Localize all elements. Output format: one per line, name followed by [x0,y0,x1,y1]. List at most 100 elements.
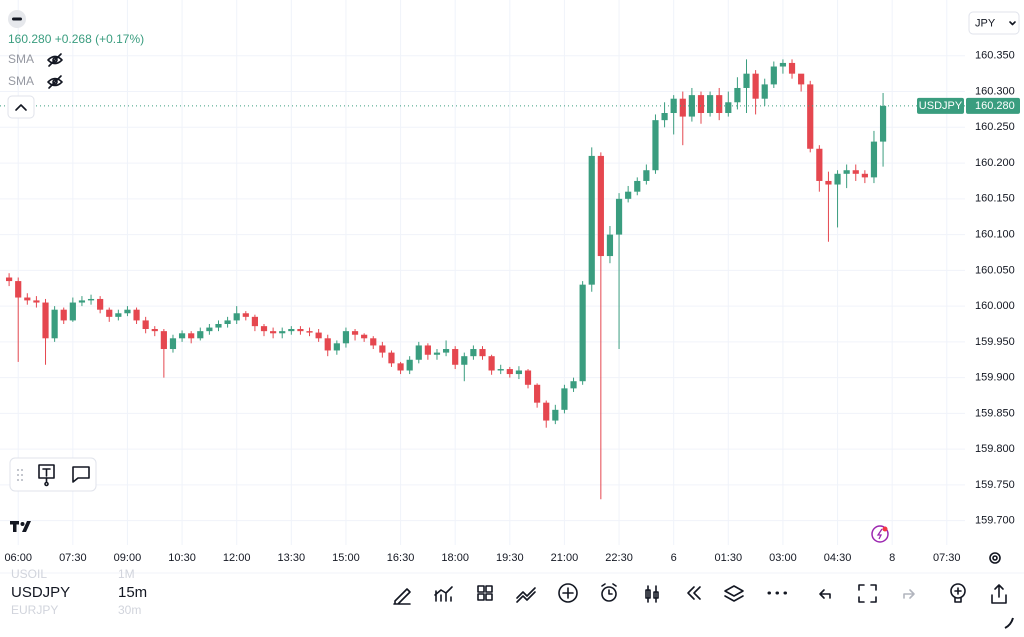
candle-body [260,326,268,332]
candle-body [688,95,695,117]
candle-body [816,148,823,181]
y-tick-label: 159.850 [975,407,1015,419]
candle-body [725,102,732,114]
recent-symbol[interactable]: USOIL [11,567,47,581]
candle-body [342,331,350,344]
add-tool[interactable] [558,583,578,603]
interval[interactable]: 15m [118,584,147,601]
replay-tool[interactable] [687,586,701,600]
fullscreen-tool[interactable] [858,584,877,603]
candle-body [807,84,814,149]
candle-body [24,297,31,301]
candle-body [169,338,177,350]
candle-body [825,180,832,185]
indicators-tool[interactable] [434,586,453,602]
candle-body [524,370,532,385]
candle-body [115,313,122,317]
candle-body [433,352,441,355]
candle-body [515,370,523,375]
alert-tool[interactable] [601,583,617,602]
draw-tool[interactable] [393,588,411,605]
candle-body [697,95,705,114]
x-tick-label: 15:00 [332,552,360,564]
candle-body [534,384,541,403]
x-tick-label: 04:30 [824,552,852,564]
y-tick-label: 160.300 [975,85,1015,97]
y-tick-label: 159.800 [975,443,1015,455]
candle-body [251,316,259,327]
candle-body [215,323,222,328]
x-tick-label: 18:00 [441,552,469,564]
y-tick-label: 160.000 [975,300,1015,312]
candle-body [879,105,887,142]
hidden-eye-icon[interactable] [47,53,63,67]
chart-type-tool[interactable] [645,585,659,603]
compare-tool[interactable] [516,587,536,603]
candle-body [870,141,878,178]
candle-body [743,73,750,88]
x-tick-label: 01:30 [715,552,743,564]
currency-label: JPY [975,17,996,29]
indicator: SMA [8,52,34,66]
candle-body [452,349,459,365]
x-tick-label: 19:30 [496,552,524,564]
candle-body [606,234,614,257]
candle-body [351,331,359,335]
candle-body [597,155,604,257]
symbol[interactable]: USDJPY [11,584,70,601]
candle-body [634,180,641,192]
candle-body [379,345,386,353]
x-tick-label: 13:30 [278,552,306,564]
candle-body [233,313,240,321]
y-tick-label: 160.350 [975,50,1015,62]
candle-body [178,333,186,339]
candle-body [15,281,22,298]
candle-body [479,349,486,357]
alert-bolt [876,528,883,540]
share-tool[interactable] [991,584,1007,604]
candle-body [561,388,568,410]
idea-tool[interactable] [950,583,966,603]
layouts-tool[interactable] [477,585,493,601]
x-tick-label: 07:30 [933,552,961,564]
drag-handle [17,469,23,481]
candle-body [388,352,395,364]
candle-body [497,369,504,371]
redo-tool[interactable] [903,589,915,599]
y-tick-label: 160.100 [975,228,1015,240]
loading-spinner [1004,617,1014,629]
candle-body [652,120,659,171]
candle-body [133,309,140,321]
candle-body [679,98,686,117]
hidden-eye-icon[interactable] [47,75,63,89]
undo-tool[interactable] [819,589,831,599]
candle-body [270,331,277,334]
layers-tool[interactable] [724,585,744,602]
candle-body [324,338,331,351]
candle-body [87,298,95,301]
candle-body [51,309,58,339]
candle-body [543,402,550,421]
x-tick-label: 06:00 [4,552,32,564]
expand-button[interactable] [7,95,35,119]
candle-body [442,349,450,353]
text-tool[interactable] [38,464,55,487]
alert-icon[interactable] [871,525,889,543]
symbol-tag [917,97,964,114]
x-tick-label: 22:30 [605,552,633,564]
x-tick-label: 12:00 [223,552,251,564]
candle-body [6,277,13,282]
candle-body [761,84,768,99]
candle-body [788,62,796,74]
settings-icon[interactable] [989,552,1001,564]
recent-symbol[interactable]: EURJPY [11,603,58,617]
candle-body [461,356,468,365]
candle-body [615,198,623,235]
currency-select[interactable] [968,11,1020,35]
candle-body [861,173,868,178]
comment-tool[interactable] [72,466,90,483]
drawing-toolbar [9,457,97,492]
candle-body [151,329,158,332]
